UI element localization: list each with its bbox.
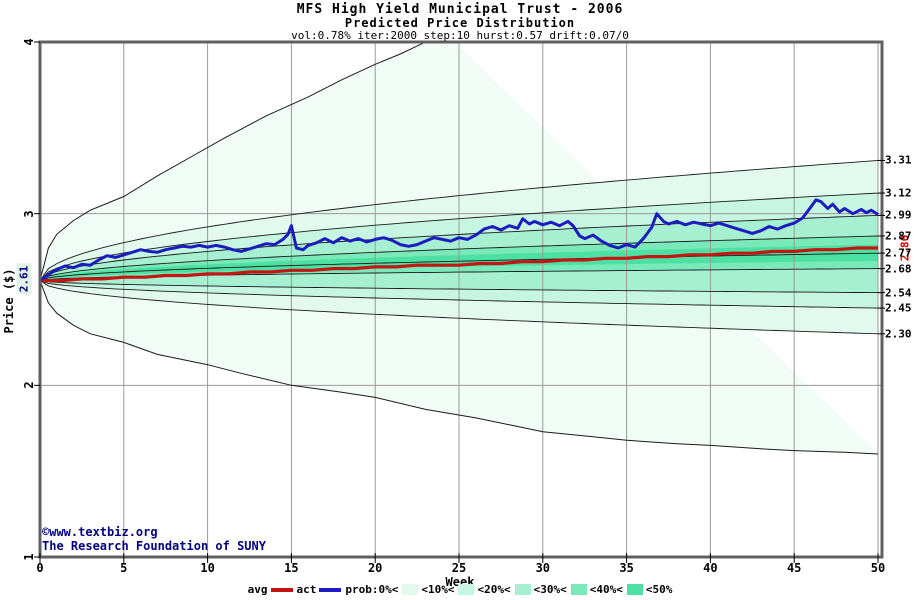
legend-color-swatch xyxy=(626,584,643,595)
legend-color-swatch xyxy=(514,584,531,595)
x-tick-label: 45 xyxy=(786,561,802,575)
percentile-label: 2.54 xyxy=(885,286,912,300)
x-tick-label: 50 xyxy=(870,561,886,575)
copyright-url[interactable]: ©www.textbiz.org xyxy=(42,525,158,539)
x-tick-label: 40 xyxy=(703,561,718,575)
percentile-label: 2.45 xyxy=(885,301,912,315)
legend-label: <10%< xyxy=(421,583,455,596)
chart-parameters: vol:0.78% iter:2000 step:10 hurst:0.57 d… xyxy=(291,29,629,42)
legend-color-swatch xyxy=(570,584,587,595)
percentile-label: 2.30 xyxy=(885,327,912,341)
legend-item: prob:0%< xyxy=(345,583,398,596)
legend-line-swatch xyxy=(319,587,342,592)
y-tick-label: 1 xyxy=(22,553,36,561)
legend-item: <20%< xyxy=(458,583,511,596)
legend-item: avg xyxy=(248,583,293,596)
x-tick-label: 30 xyxy=(535,561,551,575)
legend-label: <40%< xyxy=(589,583,623,596)
legend-label: act xyxy=(296,583,317,596)
x-tick-label: 15 xyxy=(284,561,299,575)
legend-line-swatch xyxy=(270,587,293,592)
percentile-label: 2.77 xyxy=(885,246,912,260)
chart-subtitle: Predicted Price Distribution xyxy=(344,16,576,30)
legend-label: prob:0%< xyxy=(345,583,399,596)
start-price-label: 2.61 xyxy=(16,263,32,295)
y-axis-label: Price ($) xyxy=(2,268,16,334)
avg-price-line xyxy=(40,246,878,283)
y-tick-label: 2 xyxy=(22,381,36,389)
legend-label: <30%< xyxy=(533,583,567,596)
percentile-label: 3.12 xyxy=(885,186,912,200)
legend-color-swatch xyxy=(402,584,419,595)
x-tick-label: 35 xyxy=(619,561,634,575)
legend-item: <50% xyxy=(626,583,673,596)
legend-label: avg xyxy=(247,583,268,596)
legend-item: <40%< xyxy=(570,583,623,596)
percentile-label: 2.87 xyxy=(885,229,912,243)
actual-price-line xyxy=(40,198,879,282)
legend-item: <10%< xyxy=(402,583,454,596)
x-tick-label: 25 xyxy=(451,561,467,575)
chart-legend: avg act prob:0%< <10%< <20%< <30%< <40%< <50% xyxy=(0,583,920,596)
legend-item: <30%< xyxy=(514,583,567,596)
percentile-label: 2.68 xyxy=(885,262,912,276)
legend-item: act xyxy=(297,583,342,596)
x-tick-label: 5 xyxy=(120,561,128,575)
x-tick-label: 20 xyxy=(367,561,383,575)
chart-title: MFS High Yield Municipal Trust - 2006 xyxy=(296,2,624,17)
legend-label: <20%< xyxy=(477,583,511,596)
percentile-label: 2.99 xyxy=(885,208,912,222)
legend-color-swatch xyxy=(458,584,475,595)
x-tick-label: 0 xyxy=(36,561,44,575)
legend-label: <50% xyxy=(645,583,673,596)
y-tick-label: 3 xyxy=(22,210,36,218)
copyright-org: The Research Foundation of SUNY xyxy=(42,539,266,553)
x-tick-label: 10 xyxy=(200,561,215,575)
percentile-label: 3.31 xyxy=(885,153,912,167)
y-tick-label: 4 xyxy=(22,38,36,46)
